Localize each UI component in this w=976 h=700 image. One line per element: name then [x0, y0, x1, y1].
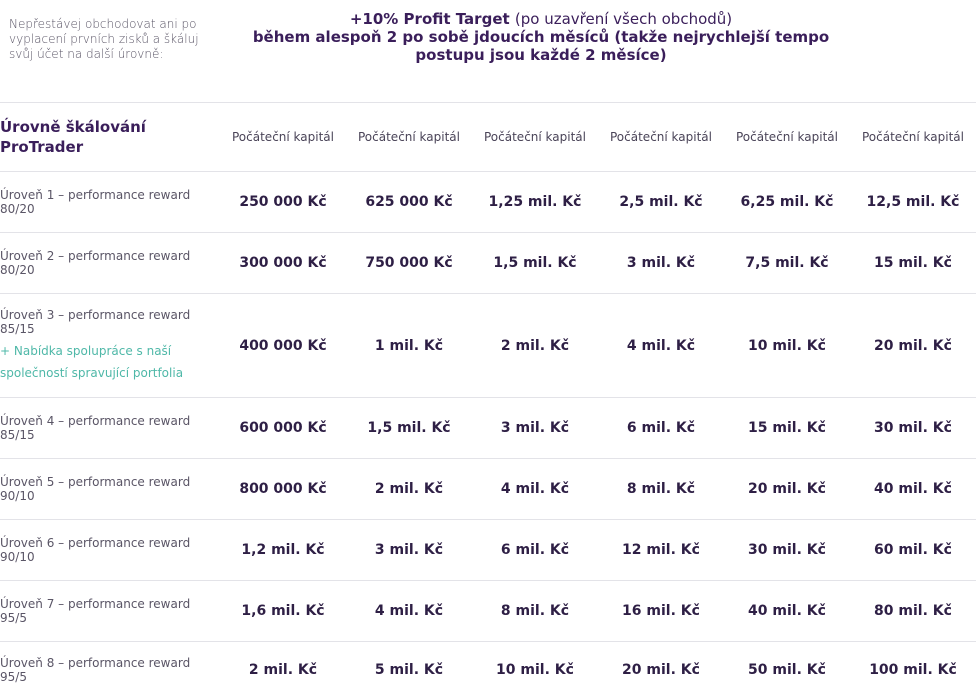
capital-value: 7,5 mil. Kč	[724, 232, 850, 294]
capital-value: 3 mil. Kč	[472, 397, 598, 459]
capital-value: 250 000 Kč	[220, 171, 346, 233]
level-label: Úroveň 4 – performance reward 85/15	[0, 414, 191, 442]
level-label-cell: Úroveň 6 – performance reward 90/10	[0, 519, 220, 581]
capital-value: 1,5 mil. Kč	[346, 397, 472, 459]
capital-value: 2 mil. Kč	[248, 662, 318, 678]
capital-value: 10 mil. Kč	[724, 293, 850, 398]
capital-value: 8 mil. Kč	[472, 580, 598, 642]
level-label: Úroveň 2 – performance reward 80/20	[0, 249, 191, 277]
title-profit-target-note: (po uzavření všech obchodů)	[514, 10, 733, 28]
capital-value: 6,25 mil. Kč	[724, 171, 850, 233]
capital-value: 40 mil. Kč	[850, 458, 976, 520]
capital-value: 12,5 mil. Kč	[850, 171, 976, 233]
capital-value: 15 mil. Kč	[724, 397, 850, 459]
capital-value: 400 000 Kč	[220, 293, 346, 398]
capital-value: 30 mil. Kč	[850, 397, 976, 459]
capital-value: 4 mil. Kč	[472, 458, 598, 520]
table-row: Úroveň 1 – performance reward 80/20 250 0…	[0, 171, 976, 233]
capital-value: 30 mil. Kč	[724, 519, 850, 581]
capital-value: 625 000 Kč	[346, 171, 472, 233]
capital-value: 12 mil. Kč	[598, 519, 724, 581]
scaling-table: Úrovně škálování ProTrader Počáteční kap…	[0, 103, 976, 698]
level-label-cell: Úroveň 1 – performance reward 80/20	[0, 171, 220, 233]
level-label: Úroveň 3 – performance reward 85/15	[0, 307, 191, 336]
table-row: Úroveň 5 – performance reward 90/10 800 0…	[0, 458, 976, 520]
capital-value: 40 mil. Kč	[724, 580, 850, 642]
capital-value: 1,25 mil. Kč	[472, 171, 598, 233]
level-label: Úroveň 1 – performance reward 80/20	[0, 188, 191, 216]
level-label: Úroveň 6 – performance reward 90/10	[0, 536, 191, 564]
capital-value: 3 mil. Kč	[598, 232, 724, 294]
capital-value: 100 mil. Kč	[869, 662, 957, 678]
capital-value: 2 mil. Kč	[346, 458, 472, 520]
capital-value: 16 mil. Kč	[598, 580, 724, 642]
level-label: Úroveň 7 – performance reward 95/5	[0, 597, 191, 625]
capital-value: 300 000 Kč	[220, 232, 346, 294]
capital-value: 60 mil. Kč	[850, 519, 976, 581]
level-extra-offer: + Nabídka spolupráce s naší společností …	[0, 343, 184, 380]
capital-header-4: Počáteční kapitál	[598, 103, 724, 172]
capital-value: 750 000 Kč	[346, 232, 472, 294]
capital-value: 2,5 mil. Kč	[598, 171, 724, 233]
capital-value: 4 mil. Kč	[598, 293, 724, 398]
level-label: Úroveň 5 – performance reward 90/10	[0, 475, 191, 503]
capital-value: 1,2 mil. Kč	[220, 519, 346, 581]
level-label-cell: Úroveň 4 – performance reward 85/15	[0, 397, 220, 459]
level-label-cell: Úroveň 7 – performance reward 95/5	[0, 580, 220, 642]
table-row: Úroveň 8 – performance reward 95/5 2 mil.…	[0, 642, 976, 699]
table-row: Úroveň 7 – performance reward 95/5 1,6 mi…	[0, 580, 976, 642]
table-row: Úroveň 2 – performance reward 80/20 300 0…	[0, 232, 976, 294]
level-label-cell: Úroveň 2 – performance reward 80/20	[0, 232, 220, 294]
header-section: Nepřestávej obchodovat ani po vyplacení …	[0, 0, 976, 103]
capital-header-5: Počáteční kapitál	[724, 103, 850, 172]
capital-value: 8 mil. Kč	[598, 458, 724, 520]
level-label-cell: Úroveň 8 – performance reward 95/5	[0, 642, 220, 699]
capital-value: 3 mil. Kč	[346, 519, 472, 581]
capital-value: 20 mil. Kč	[622, 662, 700, 678]
capital-value: 1,6 mil. Kč	[220, 580, 346, 642]
table-row: Úroveň 3 – performance reward 85/15 + Nab…	[0, 293, 976, 398]
capital-value: 1 mil. Kč	[346, 293, 472, 398]
level-label-cell: Úroveň 5 – performance reward 90/10	[0, 458, 220, 520]
title-profit-target: +10% Profit Target	[349, 10, 510, 28]
capital-value: 4 mil. Kč	[346, 580, 472, 642]
capital-value: 1,5 mil. Kč	[472, 232, 598, 294]
table-row: Úroveň 6 – performance reward 90/10 1,2 m…	[0, 519, 976, 581]
capital-value: 15 mil. Kč	[850, 232, 976, 294]
capital-value: 20 mil. Kč	[850, 293, 976, 398]
table-header-row: Úrovně škálování ProTrader Počáteční kap…	[0, 103, 976, 172]
capital-value: 2 mil. Kč	[472, 293, 598, 398]
table-row: Úroveň 4 – performance reward 85/15 600 0…	[0, 397, 976, 459]
title-period-note: (takže nejrychlejší tempo postupu jsou k…	[415, 28, 830, 64]
levels-header: Úrovně škálování ProTrader	[0, 103, 220, 172]
capital-value: 600 000 Kč	[220, 397, 346, 459]
capital-value: 10 mil. Kč	[496, 662, 574, 678]
capital-value: 50 mil. Kč	[748, 662, 826, 678]
header-title: +10% Profit Target (po uzavření všech ob…	[216, 10, 866, 64]
capital-value: 800 000 Kč	[220, 458, 346, 520]
header-note: Nepřestávej obchodovat ani po vyplacení …	[9, 17, 199, 61]
capital-value: 20 mil. Kč	[724, 458, 850, 520]
capital-value: 6 mil. Kč	[598, 397, 724, 459]
capital-header-6: Počáteční kapitál	[850, 103, 976, 172]
level-label: Úroveň 8 – performance reward 95/5	[0, 656, 191, 684]
capital-header-3: Počáteční kapitál	[472, 103, 598, 172]
capital-header-2: Počáteční kapitál	[346, 103, 472, 172]
level-label-cell: Úroveň 3 – performance reward 85/15 + Nab…	[0, 293, 220, 398]
capital-value: 5 mil. Kč	[374, 662, 444, 678]
capital-value: 6 mil. Kč	[472, 519, 598, 581]
capital-value: 80 mil. Kč	[850, 580, 976, 642]
title-period: během alespoň 2 po sobě jdoucích měsíců	[252, 28, 610, 46]
capital-header-1: Počáteční kapitál	[220, 103, 346, 172]
